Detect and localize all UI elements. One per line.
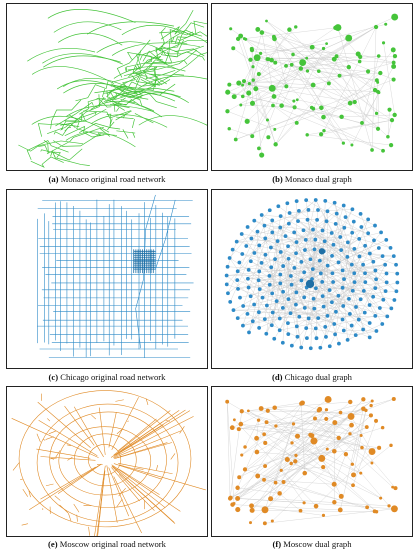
caption-d-text: Chicago dual graph	[284, 372, 352, 382]
caption-a: (a) Monaco original road network	[6, 174, 208, 184]
caption-c: (c) Chicago original road network	[6, 372, 208, 382]
caption-e-text: Moscow original road network	[59, 539, 166, 549]
caption-f-letter: (f)	[272, 539, 282, 549]
chicago-road-network-panel	[6, 189, 208, 369]
chicago-dual-graph-panel	[211, 189, 413, 369]
caption-a-text: Monaco original road network	[60, 174, 166, 184]
caption-b-text: Monaco dual graph	[284, 174, 352, 184]
caption-b-letter: (b)	[272, 174, 283, 184]
moscow-dual-graph-panel	[211, 386, 413, 537]
caption-c-letter: (c)	[48, 372, 59, 382]
caption-e: (e) Moscow original road network	[6, 539, 208, 549]
caption-d: (d) Chicago dual graph	[211, 372, 413, 382]
monaco-road-network	[18, 9, 207, 168]
caption-c-text: Chicago original road network	[60, 372, 166, 382]
moscow-road-network	[11, 390, 206, 536]
caption-b: (b) Monaco dual graph	[211, 174, 413, 184]
chicago-road-network	[36, 194, 194, 358]
monaco-road-network-panel	[6, 3, 208, 171]
caption-d-letter: (d)	[272, 372, 283, 382]
caption-f: (f) Moscow dual graph	[211, 539, 413, 549]
moscow-dual-graph	[225, 395, 398, 526]
caption-a-letter: (a)	[48, 174, 59, 184]
caption-e-letter: (e)	[48, 539, 58, 549]
caption-f-text: Moscow dual graph	[283, 539, 352, 549]
moscow-road-network-panel	[6, 386, 208, 537]
chicago-dual-graph	[224, 198, 400, 351]
monaco-dual-graph	[225, 13, 399, 158]
monaco-dual-graph-panel	[211, 3, 413, 171]
